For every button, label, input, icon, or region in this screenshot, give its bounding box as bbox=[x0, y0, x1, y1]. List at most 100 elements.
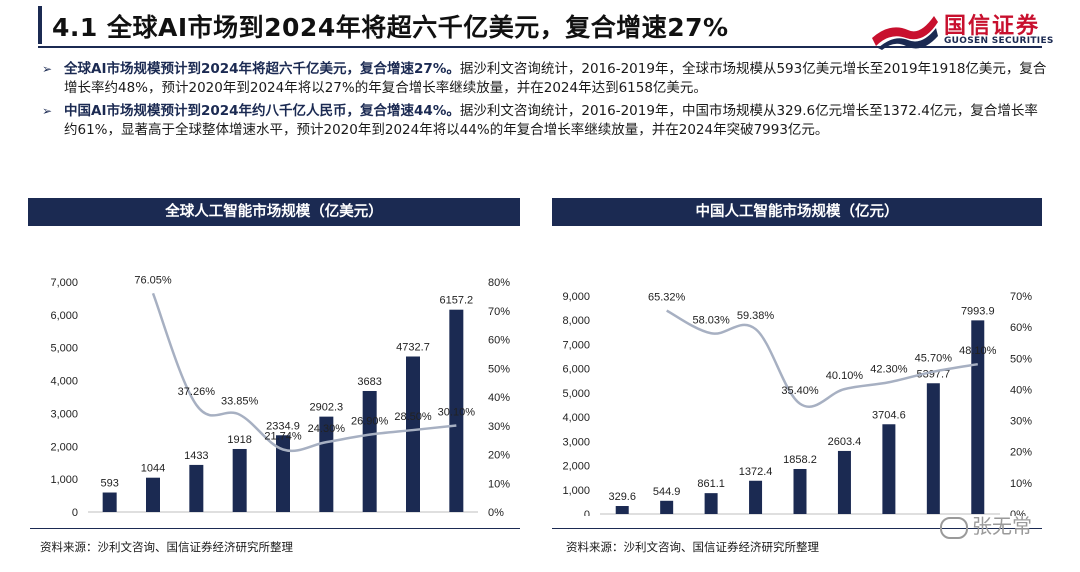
global-source-note: 资料来源：沙利文咨询、国信证券经济研究所整理 bbox=[40, 540, 293, 554]
growth-rate-label: 48.10% bbox=[959, 345, 997, 357]
growth-rate-label: 76.05% bbox=[134, 274, 172, 286]
growth-rate-label: 26.90% bbox=[351, 416, 389, 428]
growth-rate-label: 30.10% bbox=[438, 406, 476, 418]
bar-value-label: 861.1 bbox=[697, 478, 725, 490]
y-axis-tick-label: 0 bbox=[584, 509, 590, 516]
bullet-text: 据沙利文咨询统计，2016-2019年，中国市场规模从329.6亿元增长至137… bbox=[64, 103, 1038, 138]
growth-rate-label: 42.30% bbox=[870, 363, 908, 375]
brand-name-en: GUOSEN SECURITIES bbox=[944, 36, 1054, 46]
y-axis-tick-label: 6,000 bbox=[50, 310, 78, 322]
growth-rate-label: 21.74% bbox=[264, 430, 302, 442]
bar-value-label: 1433 bbox=[184, 450, 208, 462]
growth-rate-line bbox=[666, 309, 978, 408]
wechat-icon bbox=[940, 516, 968, 539]
bar bbox=[276, 435, 290, 512]
china-chart-title: 中国人工智能市场规模（亿元） bbox=[552, 198, 1042, 226]
bar bbox=[146, 477, 160, 512]
growth-rate-label: 33.85% bbox=[221, 396, 259, 408]
bullet-highlight: 中国AI市场规模预计到2024年约八千亿人民币，复合增速44%。 bbox=[64, 103, 460, 119]
bar-value-label: 3683 bbox=[357, 376, 381, 388]
y2-axis-tick-label: 0% bbox=[488, 507, 504, 516]
bar-value-label: 1044 bbox=[141, 463, 165, 475]
bar bbox=[615, 506, 629, 514]
brand-logo-swoosh-navy bbox=[878, 28, 938, 50]
y2-axis-tick-label: 10% bbox=[1010, 478, 1032, 490]
bar-value-label: 1372.4 bbox=[739, 466, 773, 478]
bar bbox=[837, 450, 851, 514]
bullet-highlight: 全球AI市场规模预计到2024年将超六千亿美元，复合增速27%。 bbox=[64, 61, 460, 77]
growth-rate-label: 28.50% bbox=[394, 411, 432, 423]
y2-axis-tick-label: 30% bbox=[1010, 416, 1032, 428]
y-axis-tick-label: 3,000 bbox=[50, 408, 78, 420]
bar bbox=[449, 309, 464, 512]
growth-rate-label: 37.26% bbox=[178, 386, 216, 398]
bullet-list: ➢ 全球AI市场规模预计到2024年将超六千亿美元，复合增速27%。据沙利文咨询… bbox=[40, 60, 1050, 144]
y-axis-tick-label: 9,000 bbox=[562, 291, 590, 303]
bullet-global: ➢ 全球AI市场规模预计到2024年将超六千亿美元，复合增速27%。据沙利文咨询… bbox=[40, 60, 1050, 98]
y2-axis-tick-label: 40% bbox=[488, 392, 510, 404]
y2-axis-tick-label: 60% bbox=[1010, 322, 1032, 334]
brand-logo-swoosh-red bbox=[872, 16, 938, 46]
bar bbox=[882, 424, 896, 514]
growth-rate-label: 45.70% bbox=[915, 353, 953, 365]
bullet-arrow-icon: ➢ bbox=[42, 62, 53, 76]
bar bbox=[362, 390, 377, 512]
y-axis-tick-label: 6,000 bbox=[562, 364, 590, 376]
brand-logo: 国信证券 GUOSEN SECURITIES bbox=[868, 8, 1058, 50]
y-axis-tick-label: 2,000 bbox=[50, 441, 78, 453]
bar bbox=[660, 500, 674, 514]
title-bar: 4.1 全球AI市场到2024年将超六千亿美元，复合增速27% bbox=[38, 6, 858, 46]
y2-axis-tick-label: 30% bbox=[488, 421, 510, 433]
bar-value-label: 4732.7 bbox=[396, 341, 430, 353]
growth-rate-label: 40.10% bbox=[826, 370, 864, 382]
bar bbox=[189, 464, 204, 512]
y-axis-tick-label: 4,000 bbox=[50, 376, 78, 388]
growth-rate-label: 24.30% bbox=[308, 423, 346, 435]
bar bbox=[102, 492, 117, 512]
y-axis-tick-label: 8,000 bbox=[562, 315, 590, 327]
growth-rate-label: 35.40% bbox=[781, 385, 819, 397]
bar-value-label: 7993.9 bbox=[961, 305, 995, 317]
y2-axis-tick-label: 10% bbox=[488, 478, 510, 490]
y-axis-tick-label: 7,000 bbox=[562, 339, 590, 351]
bar bbox=[749, 480, 763, 514]
bullet-china: ➢ 中国AI市场规模预计到2024年约八千亿人民币，复合增速44%。据沙利文咨询… bbox=[40, 102, 1050, 140]
y2-axis-tick-label: 20% bbox=[488, 450, 510, 462]
bar-value-label: 329.6 bbox=[608, 491, 636, 503]
growth-rate-line bbox=[151, 292, 457, 453]
y2-axis-tick-label: 50% bbox=[1010, 353, 1032, 365]
global-chart-title: 全球人工智能市场规模（亿美元） bbox=[28, 198, 520, 226]
bar-value-label: 3704.6 bbox=[872, 409, 906, 421]
growth-rate-label: 58.03% bbox=[692, 314, 730, 326]
page-title: 4.1 全球AI市场到2024年将超六千亿美元，复合增速27% bbox=[52, 13, 729, 42]
bar bbox=[926, 383, 940, 514]
bullet-arrow-icon: ➢ bbox=[42, 104, 53, 118]
growth-rate-label: 59.38% bbox=[737, 310, 775, 322]
bar-value-label: 2603.4 bbox=[828, 436, 862, 448]
bar bbox=[793, 468, 807, 514]
china-ai-market-chart: 0 1,000 2,000 3,000 4,000 5,000 6,000 7,000 8,00… bbox=[562, 291, 1032, 535]
china-chart-panel: 中国人工智能市场规模（亿元） 0 1,000 2,000 3,000 4,000 5,00… bbox=[552, 198, 1042, 535]
global-chart-panel: 全球人工智能市场规模（亿美元） 0 1,000 2,000 3,000 4,000 5,0… bbox=[28, 198, 520, 533]
watermark: 张无常 bbox=[940, 510, 1032, 539]
y2-axis-tick-label: 40% bbox=[1010, 384, 1032, 396]
bar-value-label: 593 bbox=[100, 478, 118, 490]
bar-value-label: 1858.2 bbox=[783, 454, 817, 466]
growth-rate-label: 65.32% bbox=[648, 292, 686, 304]
bar bbox=[406, 356, 420, 512]
y-axis-tick-label: 3,000 bbox=[562, 436, 590, 448]
bar-value-label: 2334.9 bbox=[266, 420, 300, 432]
bar-value-label: 544.9 bbox=[653, 486, 681, 498]
y-axis-tick-label: 7,000 bbox=[50, 277, 78, 289]
y-axis-tick-label: 0 bbox=[72, 507, 78, 516]
y-axis-tick-label: 1,000 bbox=[50, 474, 78, 486]
y-axis-tick-label: 2,000 bbox=[562, 461, 590, 473]
y2-axis-tick-label: 50% bbox=[488, 363, 510, 375]
y-axis-tick-label: 5,000 bbox=[50, 343, 78, 355]
bar bbox=[971, 320, 985, 514]
brand-name-cn: 国信证券 bbox=[944, 14, 1041, 39]
brand-logo-icon bbox=[872, 16, 938, 50]
y2-axis-tick-label: 70% bbox=[488, 306, 510, 318]
bullet-text: 据沙利文咨询统计，2016-2019年，全球市场规模从593亿美元增长至2019… bbox=[64, 61, 1047, 96]
y2-axis-tick-label: 60% bbox=[488, 335, 510, 347]
